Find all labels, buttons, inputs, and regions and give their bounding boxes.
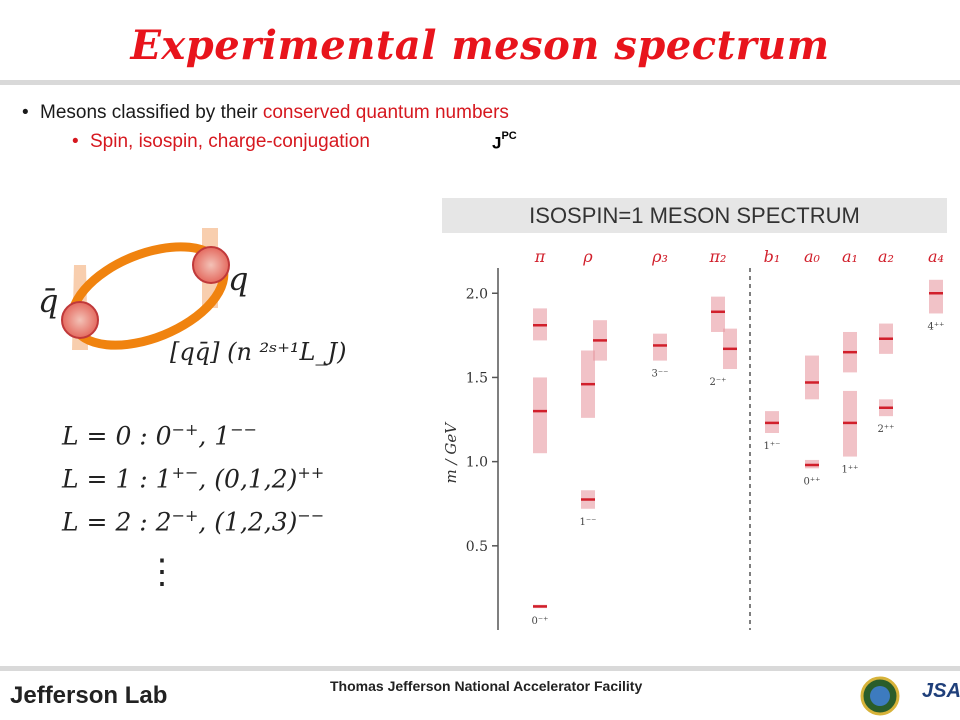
- column-name-label: ρ₃: [651, 247, 668, 266]
- equation-l2: L = 2 : 2−+, (1,2,3)−−: [62, 506, 324, 536]
- equation-l0: L = 0 : 0−+, 1−−: [62, 420, 257, 450]
- column-name-label: ρ: [582, 247, 593, 266]
- doe-seal-icon: [860, 676, 900, 716]
- jpc-column-label: 2⁺⁺: [878, 424, 895, 435]
- eq-sup2: ++: [297, 463, 325, 482]
- equation-l1: L = 1 : 1+−, (0,1,2)++: [62, 463, 324, 493]
- antiquark-ball: [61, 301, 99, 339]
- eq-lhs: L = 1 :: [62, 464, 156, 494]
- mass-band: [929, 279, 943, 314]
- y-tick-label: 2.0: [466, 286, 488, 302]
- mass-band: [711, 296, 725, 332]
- meson-diagram: q q̄ [qq̄] (n ²ˢ⁺¹L_J): [38, 228, 346, 366]
- notation-label: [qq̄] (n ²ˢ⁺¹L_J): [170, 338, 346, 366]
- facility-name: Thomas Jefferson National Accelerator Fa…: [330, 678, 643, 694]
- eq-rhs: 1: [155, 464, 172, 494]
- eq-rhs: 2: [155, 507, 172, 537]
- column-name-label: π₂: [709, 247, 727, 266]
- jpc-column-label: 1⁻⁻: [580, 517, 597, 528]
- jpc-column-label: 2⁻⁺: [710, 377, 727, 388]
- column-name-label: b₁: [764, 247, 781, 266]
- jpc-label: JPC: [492, 130, 517, 154]
- qbar-label: q̄: [38, 282, 58, 320]
- y-tick-label: 0.5: [466, 539, 488, 555]
- eq-rhs: 0: [155, 421, 172, 451]
- mass-band: [653, 333, 667, 361]
- eq-lhs: L = 0 :: [62, 421, 156, 451]
- eq-rest: , (1,2,3): [198, 507, 298, 537]
- column-name-label: π: [534, 247, 546, 266]
- jpc-column-label: 0⁺⁺: [804, 476, 821, 487]
- quark-ball: [192, 246, 230, 284]
- jpc-column-label: 3⁻⁻: [652, 369, 669, 380]
- mass-band: [805, 355, 819, 400]
- sub-bullet-spin-isospin: • Spin, isospin, charge-conjugation: [72, 131, 370, 153]
- title-divider: [0, 80, 960, 85]
- jpc-column-label: 0⁻⁺: [532, 616, 549, 627]
- jpc-base: J: [492, 133, 502, 153]
- eq-rest: , (0,1,2): [198, 464, 298, 494]
- q-label: q: [228, 260, 248, 298]
- bullet-dot: •: [72, 131, 79, 152]
- spectrum-chart: 0.5 1.0 1.5 2.0 m / GeV π 0⁻⁺ ρ 1⁻⁻ ρ₃ 3⁻⁻ π₂ 2⁻⁺ b₁…: [442, 247, 945, 630]
- column-name-label: a₁: [842, 247, 858, 266]
- y-tick-label: 1.0: [466, 455, 488, 471]
- jsa-logo: JSA: [922, 680, 960, 702]
- eq-lhs: L = 2 :: [62, 507, 156, 537]
- eq-sup: −+: [171, 420, 199, 439]
- jefferson-lab-logo: Jefferson Lab: [10, 682, 168, 709]
- sub-bullet-text: Spin, isospin, charge-conjugation: [90, 131, 370, 152]
- slide-title: Experimental meson spectrum: [130, 22, 830, 69]
- y-axis-label: m / GeV: [442, 421, 460, 484]
- eq-rest: , 1: [198, 421, 231, 451]
- eq-sup2: −−: [297, 506, 325, 525]
- jpc-column-label: 4⁺⁺: [928, 321, 945, 332]
- bullet-text: Mesons classified by their: [40, 102, 263, 123]
- bullet-dot: •: [22, 102, 29, 123]
- eq-sup2: −−: [230, 420, 258, 439]
- column-name-label: a₄: [928, 247, 944, 266]
- eq-sup: +−: [171, 463, 199, 482]
- vertical-ellipsis: ⋮: [145, 552, 179, 592]
- jpc-column-label: 1⁺⁺: [842, 465, 859, 476]
- eq-sup: −+: [171, 506, 199, 525]
- bullet-highlight: conserved quantum numbers: [262, 102, 509, 123]
- spectrum-banner: ISOSPIN=1 MESON SPECTRUM: [442, 198, 947, 233]
- y-tick-label: 1.5: [466, 370, 488, 386]
- jpc-superscript: PC: [501, 130, 517, 142]
- jpc-column-label: 1⁺⁻: [764, 441, 781, 452]
- column-name-label: a₀: [804, 247, 821, 266]
- mass-band: [533, 377, 547, 454]
- bullet-quantum-numbers: • Mesons classified by their conserved qu…: [22, 102, 509, 124]
- footer-divider: [0, 666, 960, 671]
- column-name-label: a₂: [878, 247, 894, 266]
